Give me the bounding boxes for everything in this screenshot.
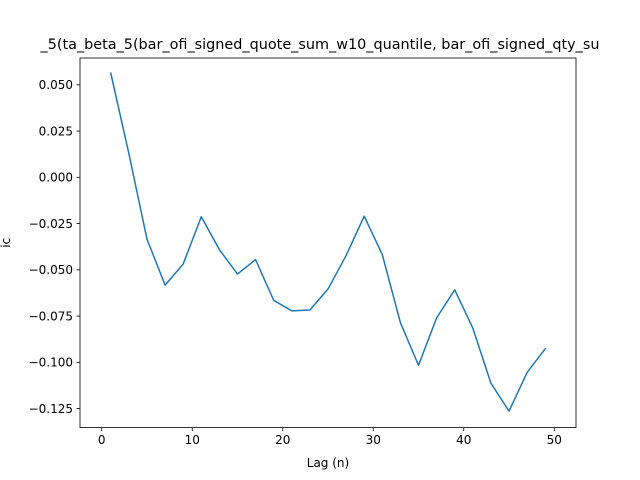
x-tick-label: 50 [547,433,562,447]
y-tick-label: 0.050 [39,78,73,92]
y-axis-ticks: 0.050 0.025 0.000 −0.025 −0.050 −0.075 −0.100 −… [29,78,80,416]
y-tick-label: −0.025 [29,217,73,231]
y-axis-label: ic [0,238,13,248]
y-tick-label: 0.000 [39,171,73,185]
x-tick-label: 20 [275,433,290,447]
x-tick-label: 40 [456,433,471,447]
series-line [109,72,547,412]
x-axis-label: Lag (n) [307,456,349,470]
chart-title: _5(ta_beta_5(bar_ofi_signed_quote_sum_w1… [40,37,600,53]
series-layer [109,72,547,412]
x-tick-label: 30 [366,433,381,447]
y-tick-label: −0.075 [29,309,73,323]
x-axis-ticks: 0 10 20 30 40 50 [98,427,562,447]
y-tick-label: −0.125 [29,402,73,416]
y-tick-label: −0.100 [29,356,73,370]
plot-area-frame [79,57,577,429]
y-tick-label: 0.025 [39,124,73,138]
y-tick-label: −0.050 [29,263,73,277]
x-tick-label: 10 [185,433,200,447]
x-tick-label: 0 [98,433,106,447]
